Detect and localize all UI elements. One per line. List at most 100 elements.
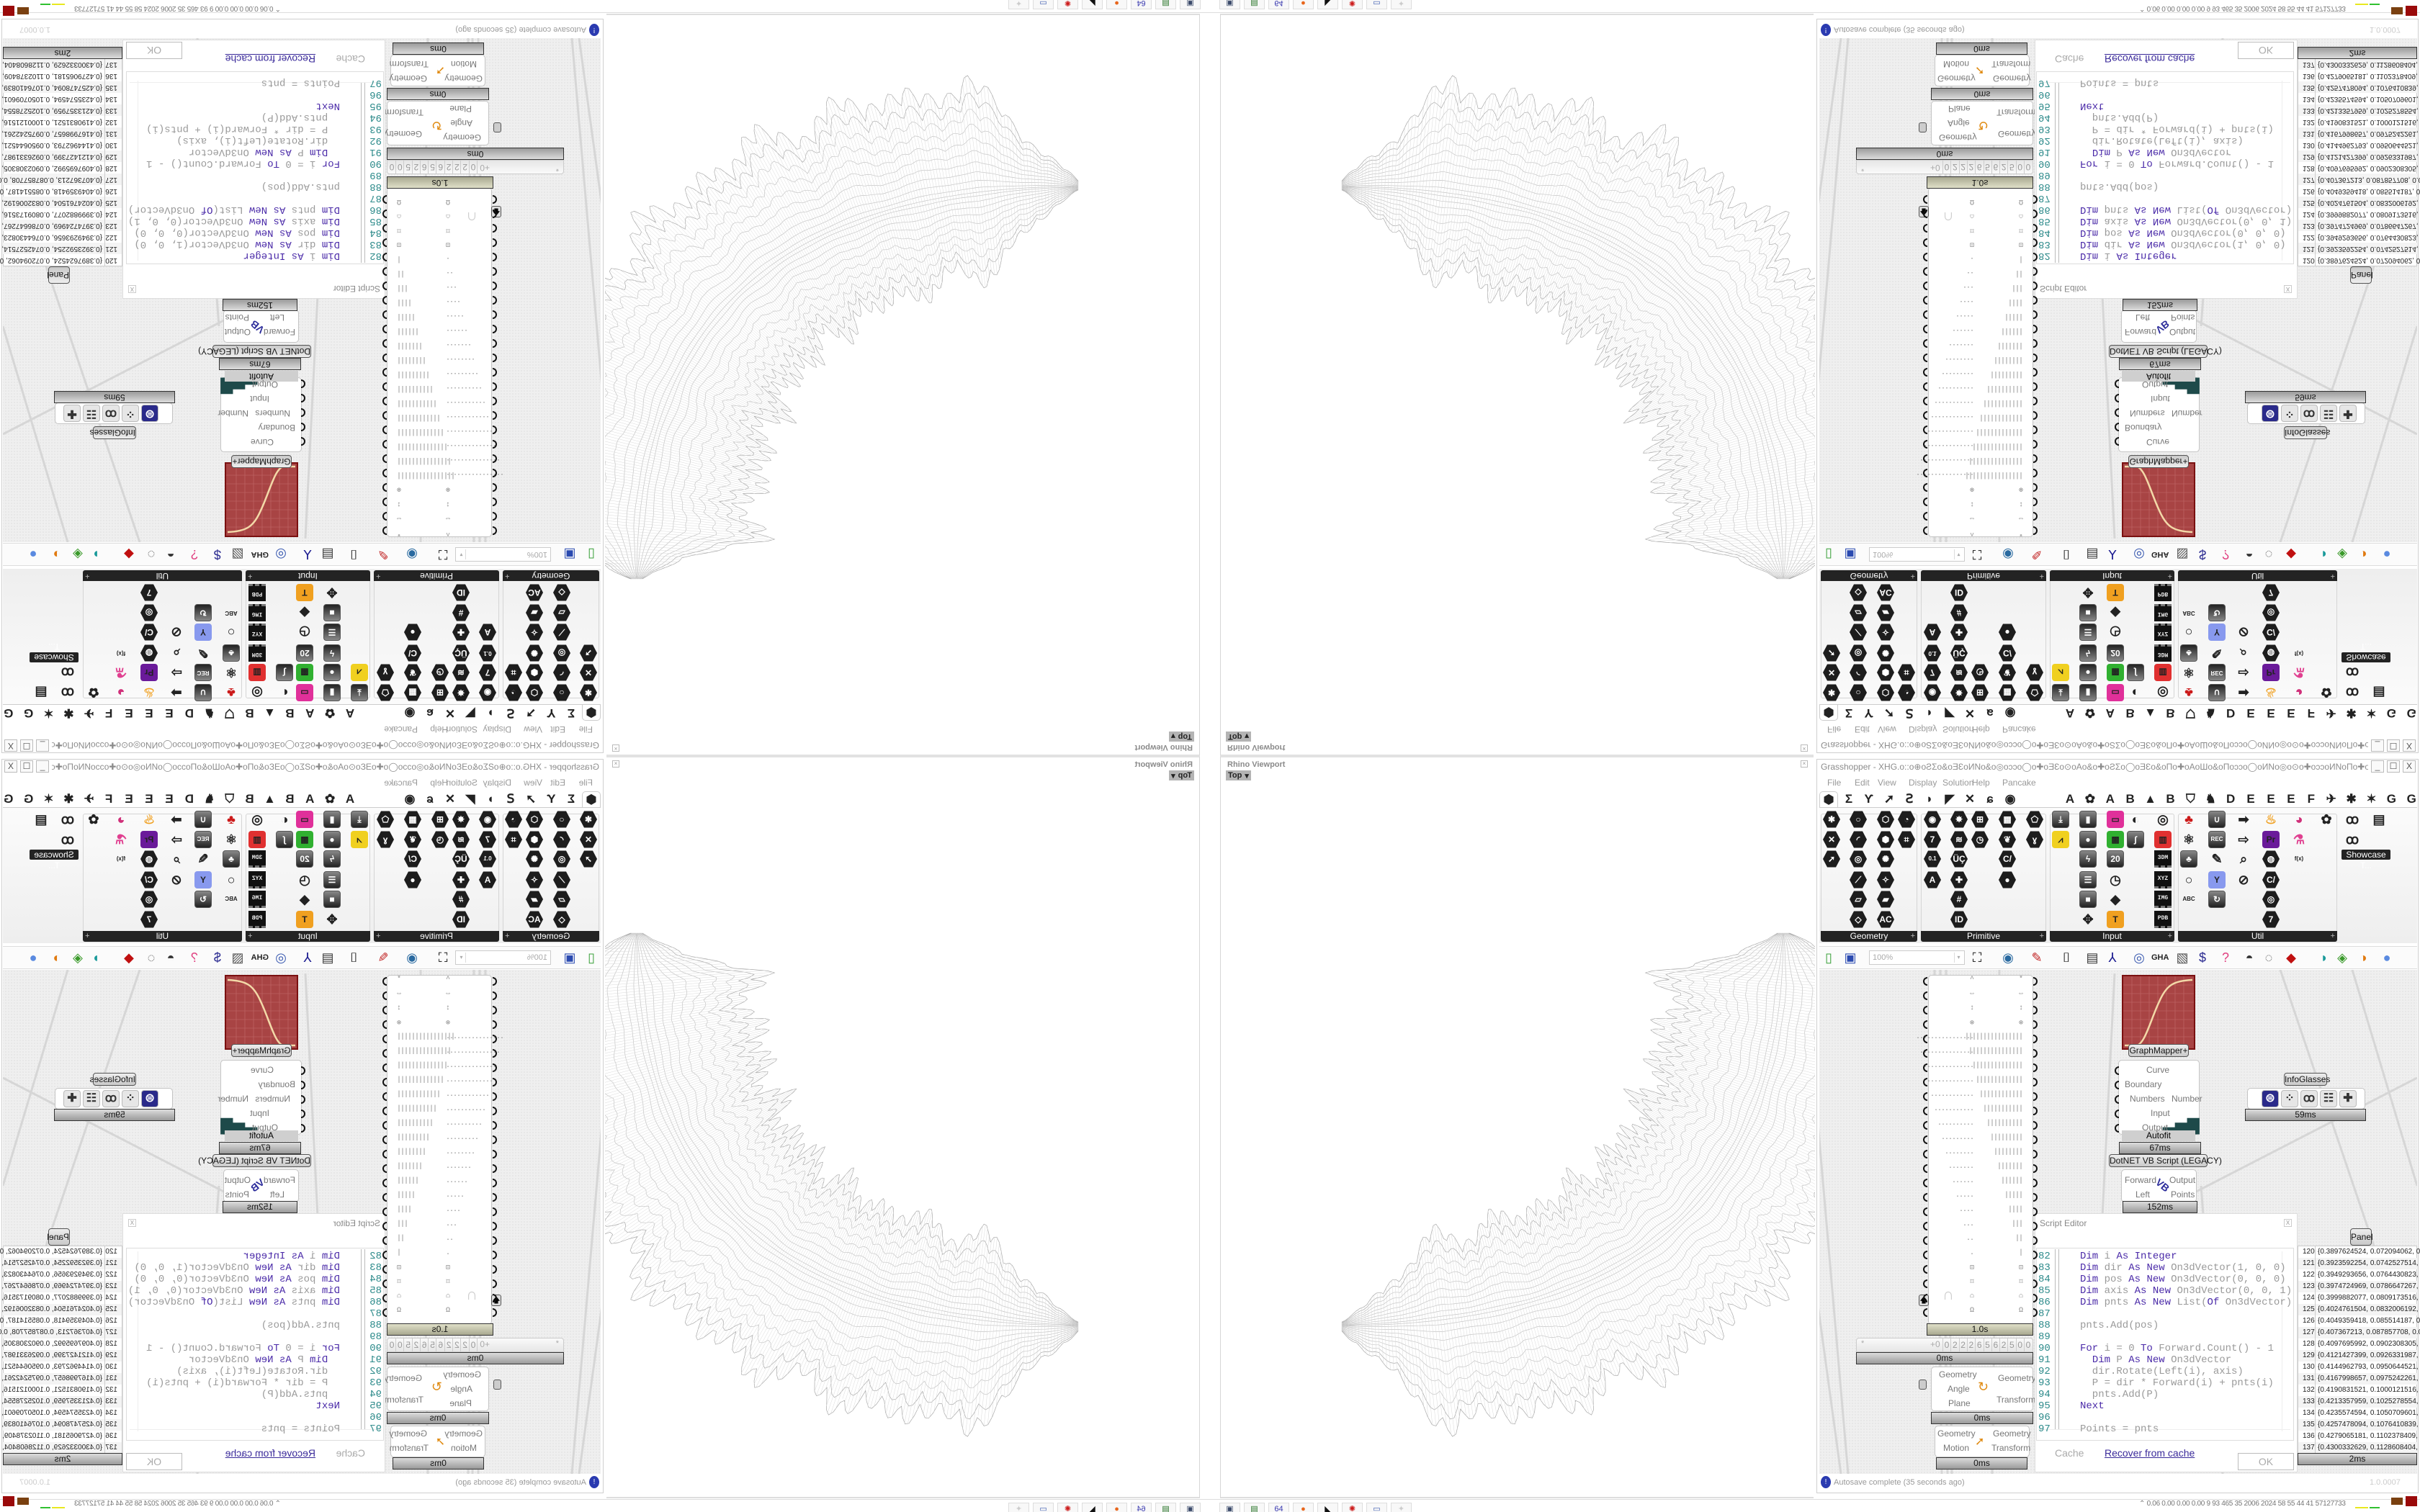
import-img-icon[interactable]: IMG (248, 891, 266, 908)
view-selector-button[interactable]: Top ▾ (1169, 770, 1194, 780)
code-line[interactable]: Dim dir As New On3dVector(1, 0, 0) (134, 238, 340, 250)
code-line[interactable]: Points = pnts (261, 77, 340, 89)
cherry-icon[interactable]: ♣ (2184, 685, 2193, 700)
tab-26-icon[interactable]: G (24, 706, 34, 720)
brep-icon[interactable]: ◔ (1898, 811, 1915, 828)
expand-icon[interactable]: + (85, 572, 90, 580)
menu-display[interactable]: Display (483, 724, 511, 734)
tab-16-icon[interactable]: ⛉ (2186, 706, 2195, 720)
slider-digit[interactable]: 6 (436, 161, 445, 174)
move-input-geometry[interactable]: Geometry (1937, 73, 1976, 84)
loop-icon[interactable]: ↻ (194, 604, 212, 621)
presentation-icon[interactable]: ▤ (35, 812, 48, 827)
output-grip[interactable] (382, 238, 387, 247)
input-grip[interactable] (1923, 512, 1927, 521)
info-glasses-icon[interactable]: ꝏ (2345, 812, 2360, 827)
ribbon-panel-label[interactable]: Input + (246, 570, 370, 581)
time-icon[interactable]: ◷ (1971, 831, 1989, 848)
code-line[interactable]: pnts.Add(P) (2080, 1389, 2159, 1400)
panel-row[interactable]: 136{0.4279065181, 0.1102378409, 0.0} (2298, 70, 2420, 81)
viewport-close-icon[interactable]: × (1801, 744, 1808, 752)
panel-row[interactable]: 135{0.4257478094, 0.1076410839, 0.0} (2298, 1419, 2420, 1431)
input-grip[interactable] (1923, 325, 1927, 333)
graph-mapper-input-input[interactable]: Input (2151, 1108, 2170, 1118)
power-icon[interactable]: ϟ (323, 850, 341, 868)
color-wheel-icon[interactable]: ◐ (2131, 812, 2140, 827)
slider-digit[interactable]: 2 (453, 161, 462, 174)
panel-row[interactable]: 125{0.4024761504, 0.0832006192, 0.0} (2298, 1304, 2420, 1315)
palette-icon[interactable]: ✿ (2321, 812, 2332, 827)
rotate-component[interactable] (1931, 1367, 2033, 1411)
move-input-geometry[interactable]: Geometry (444, 1428, 483, 1439)
code-line[interactable]: P = dir * Forward(i) + pnts(i) (2080, 1377, 2274, 1389)
output-grip[interactable] (2033, 1150, 2038, 1158)
graph-mapper-title[interactable]: GraphMapper+ (2128, 1044, 2189, 1057)
output-grip[interactable] (382, 195, 387, 204)
arc-icon[interactable]: ◜ (1850, 831, 1867, 848)
rotate-input-angle[interactable]: Angle (450, 1384, 472, 1394)
menu-pancake[interactable]: Pancake (2002, 724, 2036, 734)
ring-icon[interactable]: ○ (227, 625, 236, 639)
list-icon[interactable]: ☰ (2079, 624, 2097, 641)
tab-12-icon[interactable]: A (305, 706, 315, 720)
slider-digit[interactable]: 2 (1966, 161, 1975, 174)
code-line[interactable]: Dim pos As New On3dVector(0, 0, 0) (2080, 1274, 2286, 1285)
vb-output-output[interactable]: Output (224, 327, 251, 337)
button-icon[interactable]: ● (2079, 831, 2097, 848)
shaded-blob-icon[interactable]: ◓ (2245, 547, 2254, 562)
info-glasses-option-icon[interactable]: ☷ (2320, 405, 2337, 422)
slider-digit[interactable]: 2 (445, 161, 454, 174)
tab-21-icon[interactable]: E (125, 792, 133, 806)
integer-icon[interactable]: 7 (1924, 831, 1941, 848)
slider-digit[interactable]: 0 (388, 1338, 396, 1351)
input-grip[interactable] (1923, 526, 1927, 535)
green-terminal-taskbar-icon[interactable]: ▤ (1244, 0, 1265, 9)
tab-1-icon[interactable]: Σ (1845, 792, 1853, 806)
output-grip[interactable] (382, 426, 387, 434)
cache-button[interactable]: Cache (336, 53, 365, 65)
tab-12-icon[interactable]: A (305, 792, 315, 806)
presentation-icon[interactable]: ▤ (35, 685, 48, 700)
rotate-output-geometry[interactable]: Geometry (384, 1373, 422, 1383)
graph-mapper-input-output[interactable]: Output (251, 1122, 278, 1133)
no-search-icon[interactable]: ⊘ (2238, 873, 2249, 887)
panel-row[interactable]: 124{0.3999882077, 0.0809173516, 0.0} (2298, 208, 2420, 220)
code-line[interactable]: Dim pos As New On3dVector(0, 0, 0) (134, 227, 340, 238)
input-grip[interactable] (1923, 1251, 1927, 1259)
input-grip[interactable] (1923, 483, 1927, 492)
pencil-icon[interactable]: ✎ (197, 852, 209, 866)
filter-icon[interactable]: Y (2208, 871, 2226, 888)
info-glasses-option-icon[interactable]: ✚ (63, 405, 81, 422)
graph-mapper-input-input[interactable]: Input (2151, 394, 2170, 404)
tab-12-icon[interactable]: A (2105, 792, 2115, 806)
tab-22-icon[interactable]: F (2307, 706, 2315, 720)
collapse-icon[interactable]: ⌃ (273, 4, 281, 12)
tab-9-icon[interactable]: ◉ (2004, 706, 2016, 720)
input-grip[interactable] (1923, 1049, 1927, 1058)
mesh-sphere-icon[interactable]: ✺ (1877, 850, 1894, 868)
input-grip[interactable] (1923, 282, 1927, 290)
color-picker-icon[interactable]: ◆ (300, 606, 310, 620)
slider-digit[interactable]: 6 (421, 1338, 429, 1351)
vector-icon[interactable]: ➚ (1823, 850, 1840, 868)
slider-digit[interactable]: 5 (404, 1338, 413, 1351)
tab-5-icon[interactable]: ◗ (1925, 706, 1934, 720)
window-app-taskbar-icon[interactable]: ▭ (1033, 1503, 1054, 1512)
ribbon-panel-label[interactable]: Util + (83, 570, 242, 581)
minimize-button[interactable]: _ (2371, 760, 2384, 773)
graph-mapper-display[interactable] (2122, 975, 2195, 1050)
cache-button[interactable]: Cache (2055, 53, 2084, 65)
record-icon[interactable]: REC (2208, 664, 2226, 681)
input-grip[interactable] (2115, 1095, 2119, 1104)
molecule-icon[interactable]: ⚛ (2182, 832, 2195, 847)
panel-row[interactable]: 121{0.3923592254, 0.0742527514, 0.0} (0, 243, 122, 254)
graph-mapper-output-number[interactable]: Number (218, 1094, 248, 1104)
ribbon-panel-label[interactable]: Geometry + (503, 570, 599, 581)
tab-22-icon[interactable]: F (2307, 792, 2315, 806)
tab-27-icon[interactable]: G (4, 706, 14, 720)
ribbon-panel-label[interactable]: Showcase T... (2341, 642, 2390, 662)
pencil-icon[interactable]: ✎ (197, 646, 209, 660)
panel-row[interactable]: 135{0.4257478094, 0.1076410839, 0.0} (2298, 81, 2420, 93)
wire-blob-icon[interactable]: ◌ (147, 547, 156, 562)
code-line[interactable]: For i = 0 To Forward.Count() - 1 (2080, 158, 2274, 169)
